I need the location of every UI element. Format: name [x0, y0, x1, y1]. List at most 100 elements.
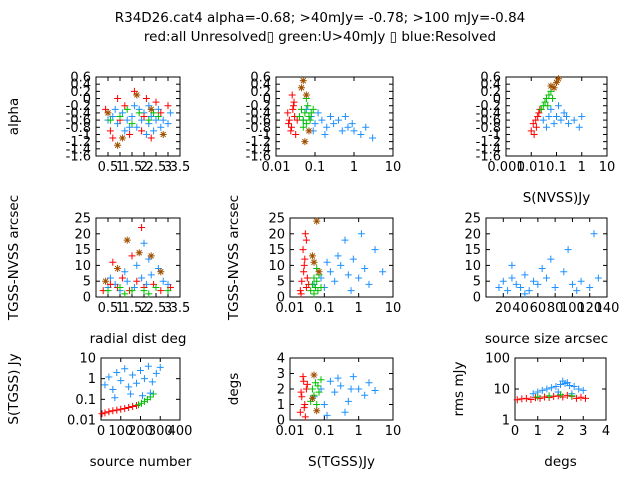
plot-frame: [514, 357, 607, 421]
data-point: [142, 130, 150, 138]
data-point: [568, 280, 576, 288]
y-tick-label: 0: [493, 92, 501, 107]
data-point: [570, 383, 578, 391]
data-point: [572, 394, 580, 402]
data-point: [297, 290, 305, 298]
x-tick-label: 2: [556, 424, 564, 439]
data-point: [288, 91, 296, 99]
data-point: [300, 377, 308, 385]
data-point: [128, 113, 136, 120]
y-tick-label: 0.6: [250, 71, 271, 86]
y-tick-label: -0.2: [476, 99, 501, 114]
data-point: [557, 116, 565, 124]
data-point-star: [547, 82, 555, 90]
data-point: [349, 373, 357, 381]
data-point: [537, 105, 545, 113]
data-point: [307, 109, 315, 117]
data-point: [101, 381, 109, 389]
data-point: [138, 274, 146, 282]
data-point: [573, 287, 581, 295]
data-point: [129, 371, 137, 379]
y-tick-label: 10: [79, 352, 96, 367]
series: [310, 230, 387, 295]
data-point: [542, 95, 550, 103]
data-point: [554, 102, 562, 110]
data-point: [152, 98, 160, 106]
x-tick-label: 1: [355, 301, 363, 316]
data-point: [166, 109, 174, 117]
plot-frame: [289, 217, 394, 298]
series: [307, 376, 325, 408]
data-point: [330, 120, 338, 128]
y-tick-label: -1.2: [246, 135, 271, 150]
series: [534, 391, 576, 401]
data-point: [106, 116, 114, 124]
data-point-star: [114, 141, 122, 149]
plot-frame: [95, 76, 181, 157]
data-point: [123, 116, 131, 124]
y-tick-label: 10: [493, 383, 510, 398]
y-tick-label: -0.8: [476, 121, 501, 136]
data-point: [145, 290, 153, 298]
y-tick-label: -0.6: [476, 114, 501, 129]
y-tick-label: -0.6: [66, 114, 91, 129]
data-point: [541, 98, 549, 106]
y-tick-label: -1: [488, 128, 501, 143]
data-point: [323, 258, 331, 266]
x-tick-label: 400: [168, 424, 193, 439]
data-point: [512, 280, 520, 288]
data-point: [563, 379, 571, 387]
data-point: [157, 287, 165, 295]
x-tick-label: 1: [116, 301, 124, 316]
data-point: [347, 287, 355, 295]
data-point: [513, 396, 521, 404]
y-tick-label: 0: [83, 92, 91, 107]
y-tick-label: 0: [473, 291, 481, 306]
series: [310, 373, 379, 419]
x-axis-label: source number: [90, 454, 192, 470]
y-tick-label: 15: [74, 243, 91, 258]
data-point: [133, 261, 141, 269]
data-point: [303, 274, 311, 282]
data-point: [102, 105, 110, 113]
data-point: [305, 113, 313, 120]
data-point: [157, 123, 165, 131]
data-point: [357, 130, 365, 138]
y-tick-label: 0.4: [480, 78, 501, 93]
data-point: [543, 274, 550, 282]
data-point: [529, 390, 537, 398]
y-tick-label: 0.4: [70, 78, 91, 93]
data-point: [104, 287, 112, 295]
y-tick-label: 0.2: [70, 85, 91, 100]
y-tick-label: 25: [464, 212, 481, 227]
data-point: [140, 287, 148, 295]
data-point: [323, 123, 331, 131]
y-axis-label: rms mJy: [451, 362, 467, 417]
data-point: [297, 388, 305, 396]
data-point: [348, 120, 356, 128]
data-point: [297, 105, 305, 113]
data-point: [147, 113, 155, 120]
y-tick-label: 0.1: [75, 393, 96, 408]
y-tick-label: -1.4: [246, 142, 271, 157]
data-point: [357, 230, 365, 238]
x-tick-label: 1: [534, 424, 542, 439]
series: [102, 87, 172, 142]
data-point: [508, 261, 516, 269]
x-axis-label: degs: [544, 454, 576, 470]
x-tick-label: 40: [512, 301, 529, 316]
panels: 0.511.522.533.5-1.6-1.4-1.2-1-0.8-0.6-0.…: [6, 71, 619, 471]
data-point: [301, 255, 309, 263]
data-point: [106, 274, 114, 282]
y-tick-label: 10: [74, 259, 91, 274]
y-tick-label: 0: [83, 291, 91, 306]
data-point: [307, 287, 315, 295]
data-point: [534, 113, 542, 120]
data-point: [379, 268, 387, 276]
x-tick-label: 0.5: [98, 301, 119, 316]
y-tick-label: 0.4: [250, 78, 271, 93]
data-point-star: [310, 371, 318, 379]
data-point: [525, 287, 533, 295]
